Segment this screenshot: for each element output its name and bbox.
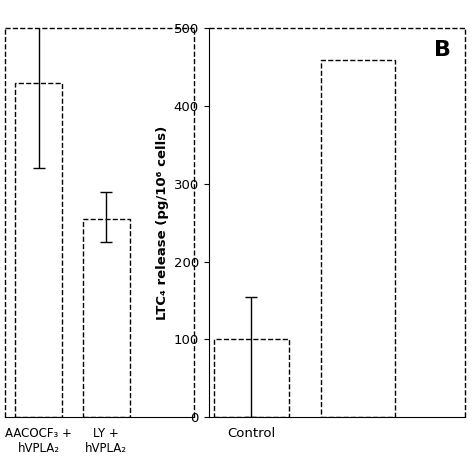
Bar xyxy=(320,60,395,417)
Y-axis label: LTC₄ release (pg/10⁶ cells): LTC₄ release (pg/10⁶ cells) xyxy=(156,126,169,320)
Bar xyxy=(15,83,62,417)
Text: B: B xyxy=(434,40,451,60)
Bar xyxy=(214,339,289,417)
Bar xyxy=(82,219,130,417)
